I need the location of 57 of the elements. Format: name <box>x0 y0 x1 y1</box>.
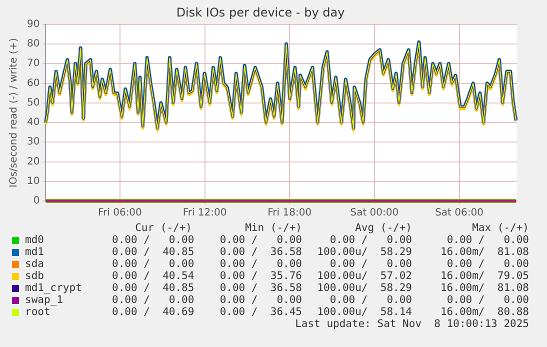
text: 100.00u/ 58.14 <box>316 306 412 318</box>
text: 0.00 / 0.00 <box>446 258 529 270</box>
text: 0.00 / 40.69 <box>112 306 194 318</box>
x-tick-label: Sat 00:00 <box>350 208 399 219</box>
legend-label: md0 <box>25 234 44 246</box>
text: Last update: Sat Nov 8 10:00:13 2025 <box>294 318 529 330</box>
text: 0.00 / 0.00 <box>446 234 529 246</box>
text: 16.00m/ 79.05 <box>439 270 529 282</box>
legend-label: md1 <box>25 246 44 258</box>
text: 0.00 / 0.00 <box>220 234 302 246</box>
y-tick-label: 80 <box>26 38 40 50</box>
text: 0.00 / 0.00 <box>220 294 302 306</box>
text: 0.00 / 0.00 <box>328 294 412 306</box>
text: 16.00m/ 81.08 <box>439 282 529 294</box>
x-tick-label: Sat 06:00 <box>435 208 484 219</box>
text: 0.00 / 0.00 <box>446 294 529 306</box>
y-tick-label: 20 <box>26 156 40 168</box>
x-tick-label: Fri 12:00 <box>182 208 227 219</box>
text: 0.00 / 0.00 <box>112 294 194 306</box>
text: 0.00 / 36.58 <box>220 282 302 294</box>
text: 0.00 / 40.85 <box>112 246 194 258</box>
text: 100.00u/ 57.02 <box>316 270 412 282</box>
legend-label: swap_1 <box>25 294 63 306</box>
text: 16.00m/ 81.08 <box>439 246 529 258</box>
text: 0.00 / 35.76 <box>220 270 302 282</box>
chart-title: Disk IOs per device - by day <box>176 5 345 20</box>
text: 0.00 / 0.00 <box>328 258 412 270</box>
y-tick-label: 50 <box>26 97 40 108</box>
text: Avg (-/+) <box>354 222 412 234</box>
text: 0.00 / 0.00 <box>220 258 302 270</box>
text: 16.00m/ 80.88 <box>439 306 529 318</box>
legend-label: root <box>25 306 50 318</box>
text: 0.00 / 0.00 <box>328 234 412 246</box>
x-tick-label: Fri 06:00 <box>98 208 142 219</box>
text: Cur (-/+) <box>134 222 192 234</box>
text: 0.00 / 40.54 <box>112 270 194 282</box>
text: 100.00u/ 58.29 <box>316 246 412 258</box>
text: 100.00u/ 58.29 <box>316 282 412 294</box>
text: 0.00 / 0.00 <box>112 234 194 246</box>
y-tick-label: 70 <box>26 58 40 70</box>
y-tick-label: 60 <box>26 78 40 89</box>
text: 0.00 / 0.00 <box>112 258 194 270</box>
y-tick-label: 10 <box>26 176 40 187</box>
legend-label: md1_crypt <box>25 282 82 294</box>
legend-label: sdb <box>25 270 44 282</box>
text: Min (-/+) <box>244 222 302 234</box>
text: 0.00 / 36.45 <box>220 306 302 318</box>
text: Max (-/+) <box>471 222 529 234</box>
x-tick-label: Fri 18:00 <box>268 208 312 219</box>
y-axis-title: IOs/second read (-) / write (+) <box>8 38 20 188</box>
legend-label: sda <box>25 258 44 270</box>
y-tick-label: 90 <box>26 18 40 30</box>
y-tick-label: 0 <box>33 196 40 207</box>
y-tick-label: 40 <box>26 117 40 128</box>
text: 0.00 / 40.85 <box>112 282 194 294</box>
y-tick-label: 30 <box>26 136 40 148</box>
text: 0.00 / 36.58 <box>220 246 302 258</box>
